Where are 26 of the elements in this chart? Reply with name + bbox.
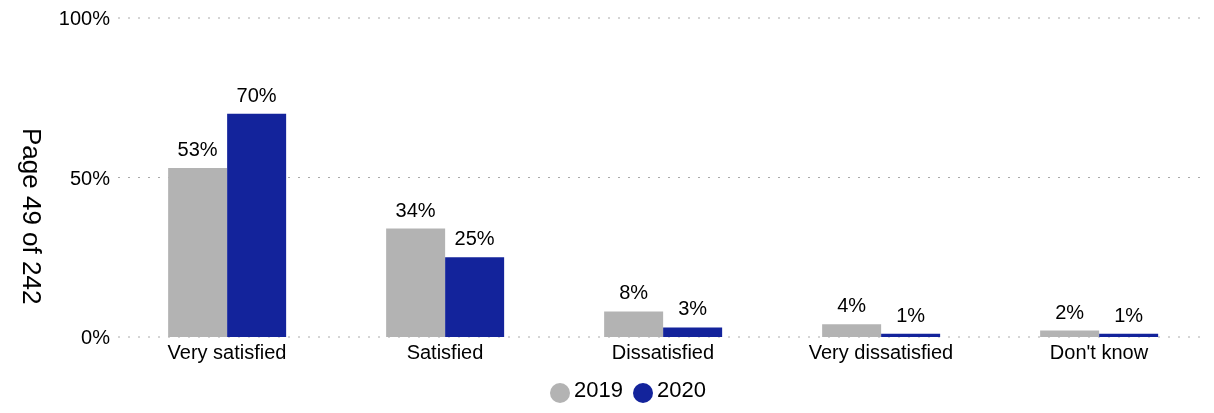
- data-label: 70%: [236, 83, 277, 106]
- bar: [881, 333, 941, 337]
- bar: [663, 327, 723, 337]
- data-label: 34%: [395, 198, 436, 221]
- bar: [1099, 333, 1159, 337]
- data-label: 53%: [177, 137, 218, 160]
- data-label: 2%: [1055, 300, 1085, 323]
- data-label: 3%: [678, 297, 708, 320]
- x-tick-label: Dissatisfied: [611, 341, 715, 364]
- x-tick-label: Satisfied: [406, 341, 484, 364]
- y-tick-label: 50%: [69, 166, 111, 189]
- legend-label: 2020: [657, 377, 706, 402]
- x-tick-label: Very satisfied: [167, 341, 287, 364]
- y-tick-label: 0%: [81, 326, 111, 349]
- data-label: 25%: [454, 227, 495, 250]
- y-tick-label: 100%: [58, 7, 111, 30]
- data-label: 1%: [896, 303, 926, 326]
- x-tick-label: Very dissatisfied: [808, 341, 954, 364]
- x-tick-label: Don't know: [1049, 341, 1149, 364]
- legend-label: 2019: [574, 377, 623, 402]
- bar: [227, 113, 287, 337]
- data-label: 8%: [619, 281, 649, 304]
- text: Page 49 of 242: [16, 128, 47, 305]
- data-label: 1%: [1114, 303, 1144, 326]
- bar: [445, 257, 505, 337]
- data-label: 4%: [837, 294, 867, 317]
